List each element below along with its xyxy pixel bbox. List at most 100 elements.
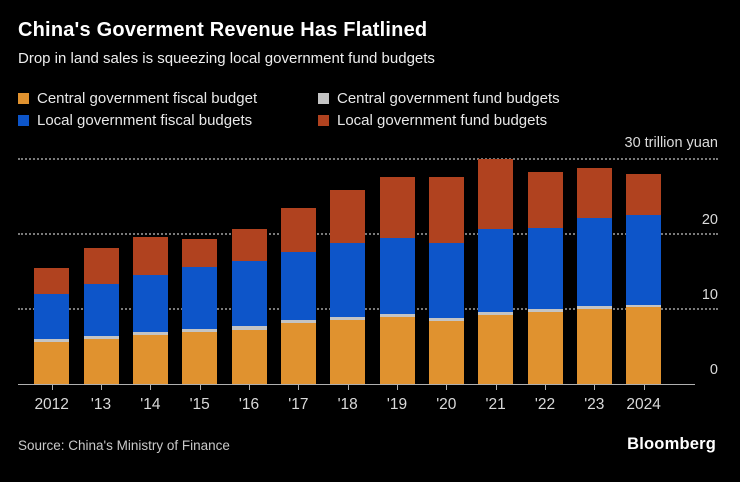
bar-segment: [83, 247, 119, 284]
bar-segment: [34, 341, 70, 384]
bar-segment: [280, 208, 316, 252]
bar-segment: [478, 315, 514, 384]
bar-segment: [379, 316, 415, 384]
bar-segment: [626, 304, 662, 307]
gridline: [18, 232, 718, 235]
x-axis-tick: [249, 384, 251, 390]
bar-segment: [182, 238, 218, 268]
bar-segment: [280, 251, 316, 320]
bar-segment: [34, 339, 70, 342]
x-axis-tick: [199, 384, 201, 390]
bar-segment: [132, 274, 168, 332]
bar-segment: [280, 322, 316, 384]
gridline: [18, 307, 718, 310]
x-axis-label: '16: [238, 396, 260, 413]
bar-segment: [182, 331, 218, 384]
x-axis-label: '18: [337, 396, 358, 413]
bar-segment: [428, 176, 464, 244]
y-axis-label: 10: [701, 286, 718, 303]
y-axis-label: 20: [701, 211, 718, 228]
bar-segment: [83, 283, 119, 336]
bar-segment: [231, 229, 267, 261]
legend-swatch-icon: [318, 114, 329, 126]
bar-segment: [280, 319, 316, 323]
x-axis-label: '21: [485, 396, 506, 413]
x-axis-label: '17: [288, 396, 309, 413]
x-axis-tick: [397, 384, 398, 390]
bar-segment: [527, 309, 563, 313]
x-axis-tick: [347, 384, 349, 390]
x-axis-line: [18, 383, 695, 385]
bar-segment: [379, 313, 415, 317]
x-axis-tick: [51, 384, 53, 390]
bar-segment: [34, 268, 70, 294]
x-axis-tick: [495, 384, 497, 390]
legend-label: Local government fund budgets: [337, 111, 548, 129]
x-axis-label: '23: [584, 396, 605, 413]
bar-segment: [231, 329, 267, 384]
bar-segment: [576, 305, 612, 309]
bar-segment: [83, 335, 119, 339]
bar-segment: [428, 321, 464, 384]
y-axis-unit-label: 30 trillion yuan: [624, 135, 719, 151]
x-axis-tick: [101, 384, 103, 390]
bar-segment: [330, 190, 366, 244]
legend-label: Local government fiscal budgets: [37, 111, 253, 129]
legend-swatch-icon: [18, 92, 29, 104]
legend-item-local-fund: Local government fund budgets: [318, 109, 547, 131]
bar-segment: [428, 243, 464, 319]
x-axis-label: '19: [386, 396, 408, 413]
legend-item-central-fiscal: Central government fiscal budget: [18, 87, 304, 109]
chart-subtitle: Drop in land sales is squeezing local go…: [18, 50, 435, 67]
bar-segment: [330, 243, 366, 317]
x-axis-label: '20: [436, 396, 457, 413]
x-axis-label: 2012: [34, 396, 69, 413]
bar-segment: [576, 168, 612, 218]
x-axis-tick: [446, 384, 448, 390]
bar-segment: [182, 267, 218, 329]
bar-segment: [478, 158, 514, 229]
bar-segment: [527, 312, 563, 384]
bar-segment: [626, 214, 662, 305]
source-note: Source: China's Ministry of Finance: [18, 438, 230, 453]
x-axis-label: '13: [90, 396, 112, 413]
y-axis-label: 0: [709, 361, 718, 378]
bar-segment: [527, 172, 563, 228]
x-axis-tick: [594, 384, 596, 390]
legend-label: Central government fund budgets: [337, 89, 560, 107]
bar-segment: [34, 293, 70, 340]
bar-segment: [132, 334, 168, 384]
legend-item-local-fiscal: Local government fiscal budgets: [18, 109, 304, 131]
bar-segment: [83, 338, 119, 384]
bar-segment: [379, 177, 415, 238]
legend-swatch-icon: [18, 114, 29, 126]
bar-segment: [182, 328, 218, 332]
bar-segment: [428, 318, 464, 322]
bar-segment: [330, 319, 366, 384]
bar-segment: [478, 312, 514, 316]
bar-segment: [132, 331, 168, 335]
x-axis-label: '14: [140, 396, 161, 413]
bar-segment: [527, 227, 563, 310]
bar-segment: [626, 307, 662, 384]
legend-swatch-icon: [318, 92, 329, 104]
bar-segment: [132, 237, 168, 275]
page-title: China's Goverment Revenue Has Flatlined: [18, 19, 428, 41]
x-axis-label: '15: [189, 396, 210, 413]
bar-segment: [231, 260, 267, 326]
legend: Central government fiscal budget Central…: [18, 87, 678, 131]
bar-segment: [576, 217, 612, 306]
bloomberg-logo: Bloomberg: [627, 435, 716, 453]
legend-item-central-fund: Central government fund budgets: [318, 87, 560, 109]
x-axis-tick: [545, 384, 546, 390]
x-axis-tick: [298, 384, 300, 390]
bar-segment: [231, 325, 267, 330]
bar-segment: [478, 229, 514, 313]
bar-segment: [379, 238, 415, 314]
gridline: [18, 157, 718, 160]
bar-segment: [330, 316, 366, 320]
bar-segment: [576, 308, 612, 384]
bar-segment: [626, 173, 662, 215]
